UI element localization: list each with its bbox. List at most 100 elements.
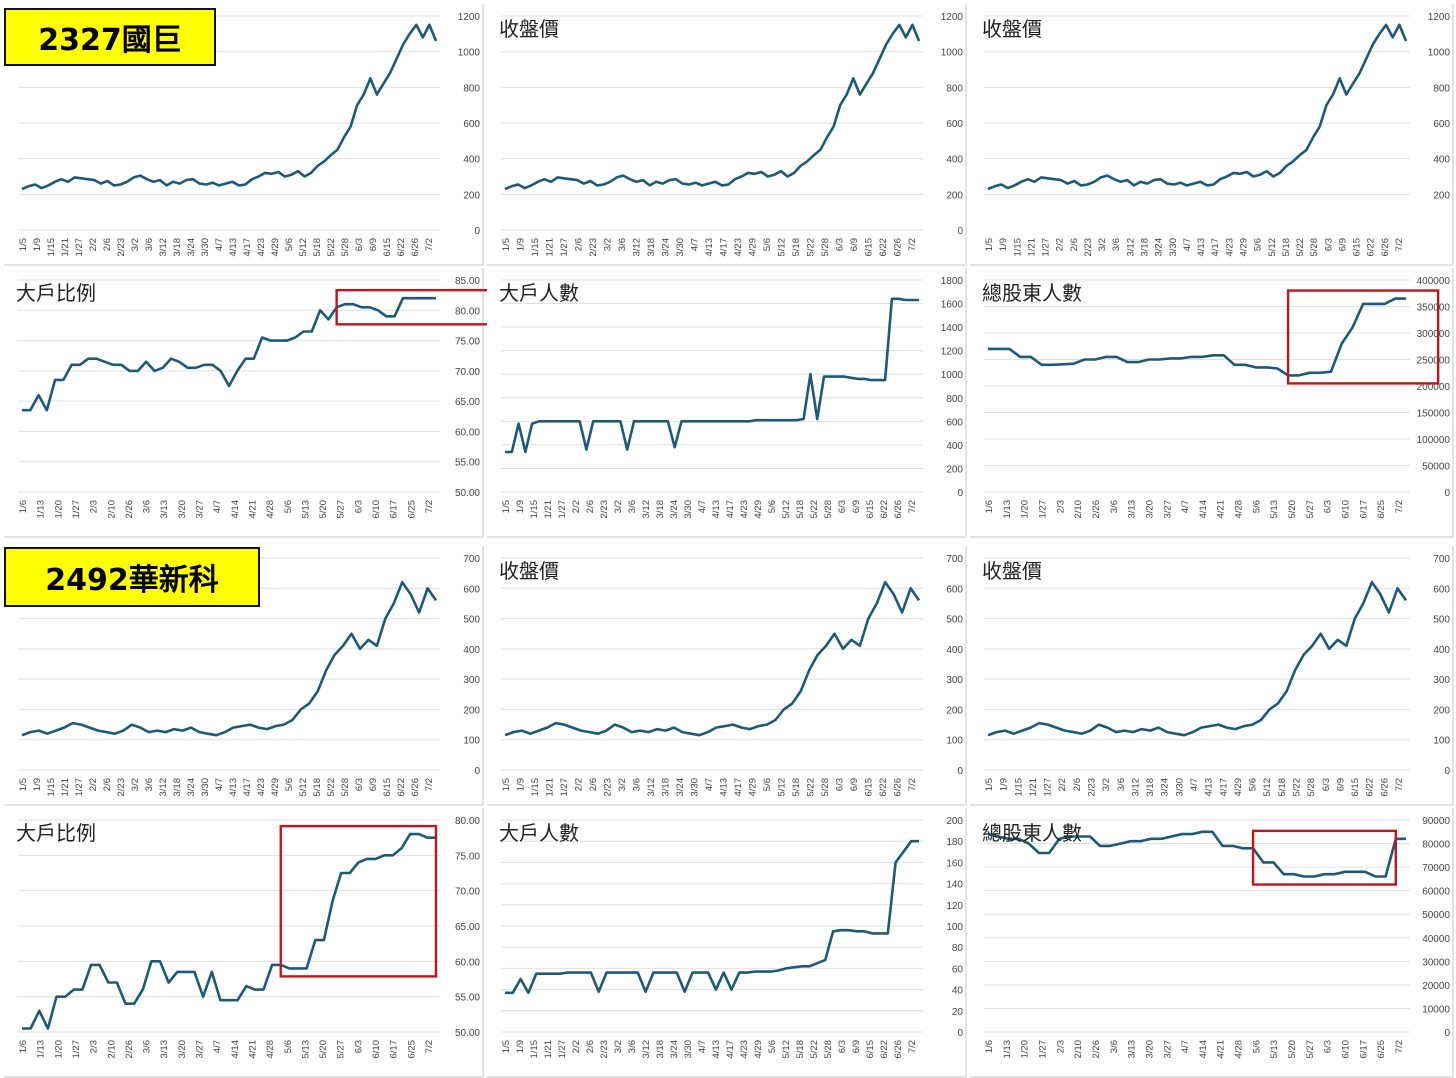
x-tick-label: 1/21 (60, 778, 71, 797)
x-tick-label: 3/20 (177, 1040, 188, 1059)
chart-title: 收盤價 (982, 17, 1042, 41)
x-tick-label: 4/7 (214, 778, 225, 791)
x-tick-label: 1/5 (501, 238, 512, 251)
y-tick-label: 140 (946, 880, 963, 891)
x-tick-label: 2/23 (599, 1040, 610, 1059)
y-tick-label: 180 (946, 837, 963, 848)
x-tick-label: 4/17 (719, 238, 730, 257)
x-tick-label: 2/26 (1091, 1040, 1102, 1059)
x-tick-label: 1/5 (501, 1040, 512, 1053)
y-tick-label: 200 (946, 705, 963, 716)
x-tick-label: 5/27 (1305, 500, 1316, 519)
x-tick-label: 5/27 (336, 1040, 347, 1059)
y-tick-label: 50000 (1422, 462, 1450, 473)
series-line (22, 296, 436, 412)
x-tick-label: 6/3 (1321, 778, 1332, 791)
y-tick-label: 800 (946, 83, 963, 94)
x-tick-label: 6/26 (1380, 238, 1391, 257)
x-tick-label: 6/26 (893, 500, 904, 519)
x-tick-label: 6/22 (879, 500, 890, 519)
x-tick-label: 2/6 (102, 778, 113, 791)
x-tick-label: 3/12 (158, 238, 169, 257)
x-tick-label: 6/17 (389, 500, 400, 519)
x-tick-label: 5/27 (1305, 1040, 1316, 1059)
x-tick-label: 5/6 (1251, 1040, 1262, 1053)
x-tick-label: 1/15 (529, 1040, 540, 1059)
x-tick-label: 1/20 (53, 1040, 64, 1059)
y-tick-label: 1200 (941, 12, 964, 23)
x-tick-label: 3/30 (675, 238, 686, 257)
x-tick-label: 4/14 (1198, 500, 1209, 519)
y-tick-label: 75.00 (455, 851, 480, 862)
x-tick-label: 5/18 (791, 238, 802, 257)
y-tick-label: 50000 (1422, 910, 1450, 921)
y-tick-label: 300 (463, 675, 480, 686)
y-tick-label: 600 (1433, 119, 1450, 130)
y-tick-label: 60.00 (455, 427, 480, 438)
x-tick-label: 6/15 (382, 238, 393, 257)
x-tick-label: 6/17 (1358, 1040, 1369, 1059)
x-tick-label: 1/27 (1037, 1040, 1048, 1059)
y-tick-label: 600 (946, 417, 963, 428)
x-tick-label: 3/20 (1144, 500, 1155, 519)
y-tick-label: 80000 (1422, 840, 1450, 851)
y-tick-label: 800 (946, 394, 963, 405)
y-tick-label: 100 (463, 736, 480, 747)
y-tick-label: 0 (1444, 488, 1450, 499)
y-tick-label: 65.00 (455, 397, 480, 408)
y-tick-label: 0 (1444, 1028, 1450, 1039)
x-tick-label: 1/20 (1020, 1040, 1031, 1059)
chart-panel: 80.00 75.00 70.00 65.00 60.00 55.00 50.00 1/6 1/… (4, 808, 484, 1078)
y-tick-label: 40000 (1422, 934, 1450, 945)
x-tick-label: 4/7 (1180, 500, 1191, 513)
x-tick-label: 6/22 (396, 778, 407, 797)
x-tick-label: 5/20 (1287, 500, 1298, 519)
highlight-box (279, 824, 438, 978)
x-tick-label: 3/12 (641, 1040, 652, 1059)
x-tick-label: 1/9 (998, 238, 1009, 251)
y-tick-label: 0 (957, 766, 963, 777)
x-tick-label: 5/18 (795, 1040, 806, 1059)
y-tick-label: 50.00 (455, 1028, 480, 1039)
x-tick-label: 2/26 (124, 1040, 135, 1059)
x-tick-label: 5/22 (809, 500, 820, 519)
x-tick-label: 1/27 (557, 1040, 568, 1059)
x-tick-label: 6/25 (406, 1040, 417, 1059)
x-tick-label: 3/27 (1162, 1040, 1173, 1059)
x-tick-label: 1/13 (1002, 1040, 1013, 1059)
x-tick-label: 6/26 (893, 238, 904, 257)
x-tick-label: 3/24 (186, 778, 197, 797)
y-tick-label: 600 (946, 119, 963, 130)
y-tick-label: 400 (946, 645, 963, 656)
x-tick-label: 2/6 (1069, 238, 1080, 251)
x-tick-label: 6/26 (893, 1040, 904, 1059)
x-tick-label: 3/24 (669, 500, 680, 519)
y-tick-label: 700 (946, 554, 963, 565)
x-tick-label: 2/2 (88, 778, 99, 791)
x-tick-label: 4/29 (1238, 238, 1249, 257)
x-tick-label: 1/21 (543, 500, 554, 519)
x-tick-label: 4/14 (230, 500, 241, 519)
y-tick-label: 800 (1433, 83, 1450, 94)
x-tick-label: 6/9 (851, 500, 862, 513)
x-tick-label: 4/17 (242, 778, 253, 797)
x-tick-label: 3/6 (627, 1040, 638, 1053)
x-tick-label: 2/6 (585, 1040, 596, 1053)
x-tick-label: 5/13 (300, 1040, 311, 1059)
x-tick-label: 7/2 (424, 238, 435, 251)
x-tick-label: 6/9 (851, 1040, 862, 1053)
chart-panel: 700 600 500 400 300 200 100 0 1/5 1/9 1/15 1/21 1/27… (970, 546, 1454, 806)
x-tick-label: 2/26 (1091, 500, 1102, 519)
x-tick-label: 3/12 (632, 238, 643, 257)
x-tick-label: 5/12 (777, 778, 788, 797)
x-tick-label: 6/9 (1335, 778, 1346, 791)
x-tick-label: 5/18 (312, 238, 323, 257)
x-tick-label: 4/28 (265, 500, 276, 519)
x-tick-label: 3/30 (1174, 778, 1185, 797)
x-tick-label: 4/17 (725, 1040, 736, 1059)
x-tick-label: 4/28 (265, 1040, 276, 1059)
series-line (504, 580, 921, 737)
x-tick-label: 1/27 (557, 500, 568, 519)
x-tick-label: 5/28 (820, 778, 831, 797)
y-tick-label: 20000 (1422, 981, 1450, 992)
